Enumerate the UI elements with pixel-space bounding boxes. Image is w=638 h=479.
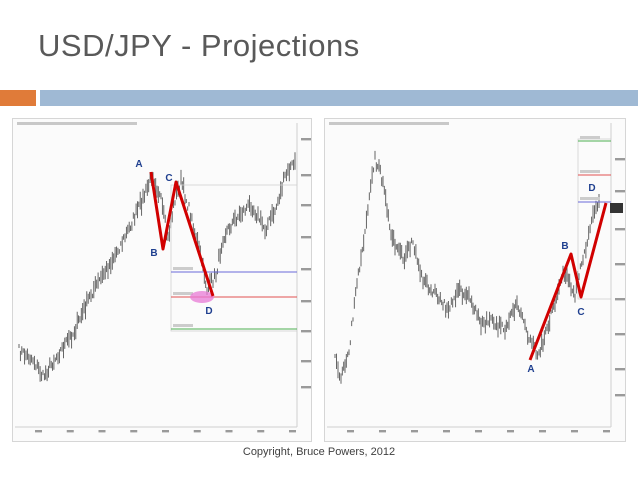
- left-time-tick-6: [225, 430, 233, 433]
- left-time-tick-7: [257, 430, 265, 433]
- right-time-tick-0: [347, 430, 354, 433]
- left-time-tick-0: [35, 430, 42, 433]
- right-time-tick-7: [571, 430, 578, 433]
- right-price-series: [334, 150, 600, 384]
- accent-bar-orange: [0, 90, 36, 106]
- left-time-tick-2: [98, 430, 106, 433]
- right-fib-box: [577, 138, 612, 300]
- right-time-tick-3: [443, 430, 450, 433]
- left-chart: A B C D: [15, 122, 311, 433]
- right-axis-tick-4: [615, 298, 625, 301]
- right-point-b: B: [561, 241, 568, 252]
- left-axis-tick-3: [301, 236, 311, 239]
- left-axis-tick-2: [301, 204, 311, 207]
- right-level-red-tag: [580, 170, 600, 173]
- slide-title: USD/JPY - Projections: [38, 28, 360, 63]
- right-level-blue-tag: [580, 197, 600, 200]
- right-axis-tick-7: [615, 394, 625, 397]
- left-level-blue-tag: [173, 267, 193, 270]
- copyright-text: Copyright, Bruce Powers, 2012: [242, 446, 396, 458]
- right-point-c: C: [577, 307, 584, 318]
- left-axis-tick-0: [301, 138, 311, 141]
- right-time-tick-2: [411, 430, 418, 433]
- left-time-tick-8: [289, 430, 296, 433]
- left-highlight: [190, 291, 214, 303]
- right-point-d: D: [588, 183, 595, 194]
- right-time-tick-8: [603, 430, 610, 433]
- right-axis-tick-2: [615, 228, 625, 231]
- left-price-series: [18, 152, 296, 382]
- right-axis-tick-3: [615, 263, 625, 266]
- right-time-tick-1: [379, 430, 386, 433]
- right-price-marker: [610, 203, 623, 213]
- left-time-tick-3: [130, 430, 138, 433]
- right-axis-tick-0: [615, 158, 625, 161]
- right-header-strip: [329, 122, 449, 125]
- left-axis-tick-8: [301, 386, 311, 389]
- left-point-b: B: [150, 248, 157, 259]
- right-pattern-line: [528, 202, 608, 361]
- left-fib-box: [170, 184, 298, 332]
- left-point-d: D: [205, 306, 212, 317]
- left-point-a: A: [135, 159, 142, 170]
- right-chart-panel: A B C D: [324, 118, 626, 442]
- left-axis-tick-4: [301, 268, 311, 271]
- accent-bar-blue: [40, 90, 638, 106]
- left-level-green-tag: [173, 324, 193, 327]
- left-pattern-line: [149, 171, 215, 297]
- right-axis-tick-1: [615, 190, 625, 193]
- right-time-tick-4: [475, 430, 482, 433]
- right-time-tick-5: [507, 430, 514, 433]
- left-level-red-tag: [173, 292, 193, 295]
- left-time-tick-4: [162, 430, 169, 433]
- left-axis-tick-7: [301, 360, 311, 363]
- left-chart-panel: A B C D: [12, 118, 312, 442]
- right-time-tick-6: [539, 430, 546, 433]
- left-axis-tick-5: [301, 300, 311, 303]
- right-level-green-tag: [580, 136, 600, 139]
- left-time-tick-5: [193, 430, 201, 433]
- right-chart: A B C D: [327, 122, 625, 433]
- right-point-a: A: [527, 364, 534, 375]
- left-point-c: C: [165, 173, 172, 184]
- left-header-strip: [17, 122, 137, 125]
- right-axis-tick-5: [615, 333, 625, 336]
- left-time-tick-1: [66, 430, 74, 433]
- left-axis-tick-6: [301, 330, 311, 333]
- right-axis-tick-6: [615, 368, 625, 371]
- left-axis-tick-1: [301, 174, 311, 177]
